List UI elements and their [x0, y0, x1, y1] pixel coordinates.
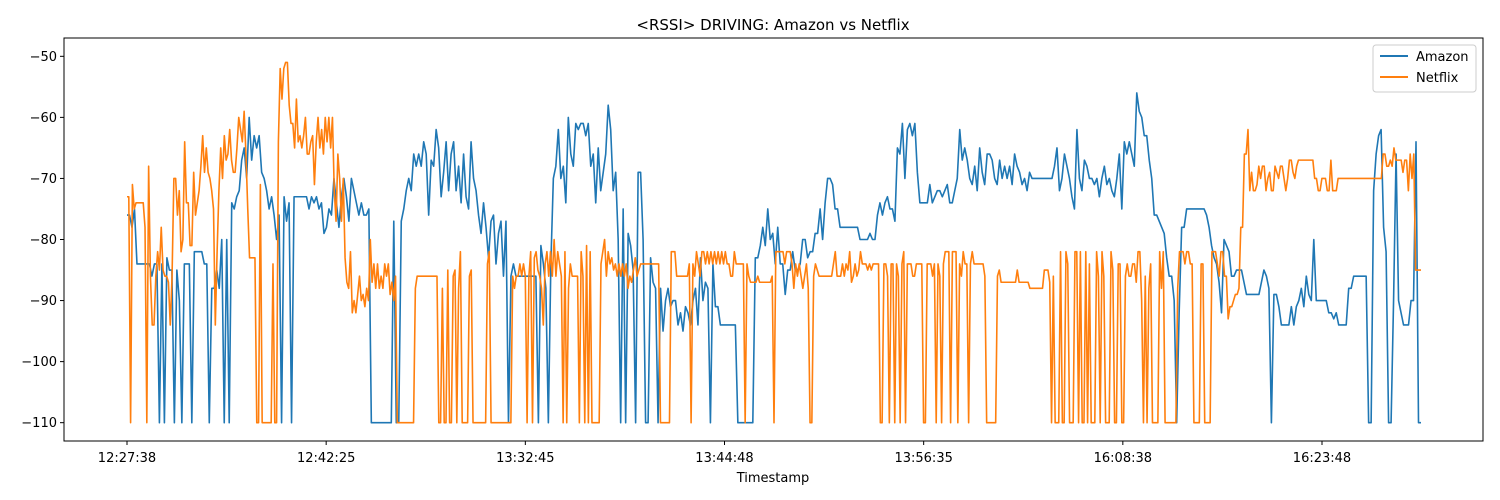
y-tick-label: −60 — [30, 111, 57, 126]
plot-area — [127, 61, 1421, 424]
legend: Amazon Netflix — [1372, 44, 1477, 93]
axes-frame — [63, 37, 1484, 442]
series-line-netflix — [127, 61, 1421, 424]
legend-label-netflix: Netflix — [1416, 71, 1459, 86]
x-tick-label: 13:32:45 — [496, 451, 554, 466]
y-tick-label: −110 — [21, 416, 57, 431]
x-tick-label: 13:44:48 — [695, 451, 753, 466]
y-tick-label: −70 — [30, 172, 57, 187]
y-tick-label: −100 — [21, 355, 57, 370]
chart-title: <RSSI> DRIVING: Amazon vs Netflix — [636, 16, 909, 34]
y-tick-label: −50 — [30, 50, 57, 65]
x-tick-label: 16:23:48 — [1293, 451, 1351, 466]
x-tick-label: 12:42:25 — [297, 451, 355, 466]
legend-label-amazon: Amazon — [1416, 50, 1469, 65]
x-tick-label: 12:27:38 — [98, 451, 156, 466]
y-tick-label: −90 — [30, 294, 57, 309]
x-tick-label: 16:08:38 — [1094, 451, 1152, 466]
x-axis: 12:27:38 12:42:25 13:32:45 13:44:48 13:56:35… — [98, 441, 1351, 466]
y-tick-label: −80 — [30, 233, 57, 248]
x-axis-label: Timestamp — [736, 471, 810, 486]
x-tick-label: 13:56:35 — [894, 451, 952, 466]
y-axis: −50 −60 −70 −80 −90 −100 −110 — [21, 50, 64, 431]
